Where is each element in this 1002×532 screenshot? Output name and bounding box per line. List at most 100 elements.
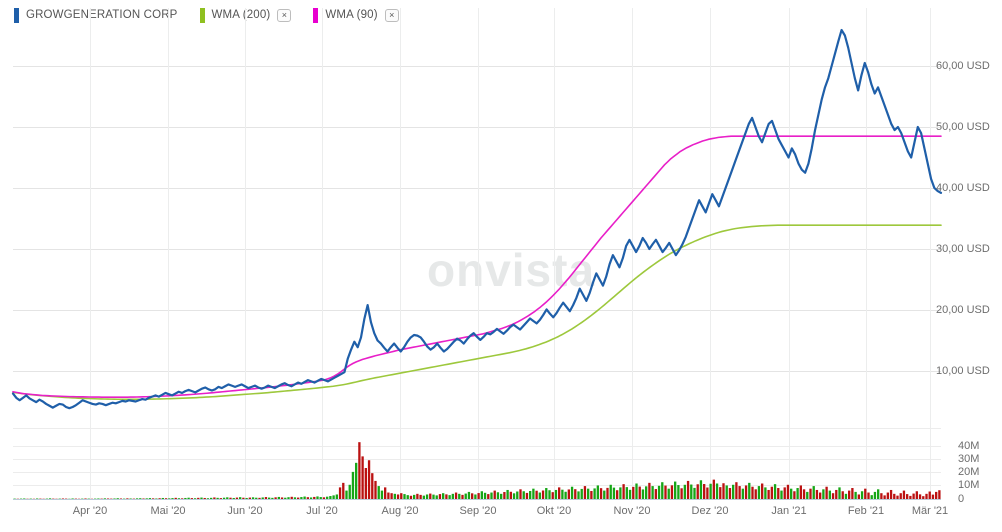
volume-bar [226,497,229,499]
volume-bar [596,485,599,499]
volume-bar [458,493,461,499]
volume-bar [232,497,235,499]
volume-bar [168,498,171,500]
volume-bar [735,482,738,499]
volume-bar [931,494,935,499]
volume-bar [790,488,793,499]
volume-bar [442,493,445,499]
volume-bar [709,483,712,499]
volume-bar [216,497,219,499]
volume-bar [822,489,825,499]
volume-bar [699,480,703,499]
volume-bar [516,491,519,499]
volume-bar [371,473,374,499]
volume-bar [358,442,361,499]
volume-bar [902,490,906,499]
volume-bar [219,498,222,500]
volume-bar [374,480,377,499]
volume-bar [580,488,583,499]
volume-bar [316,496,319,499]
legend-item-growgeneration[interactable]: GROWGENERATION CORP [14,7,178,23]
volume-bar [129,498,132,500]
x-axis-tick-label: Mär '21 [911,505,949,517]
volume-bar [400,493,403,499]
volume-bar [841,491,844,499]
volume-bar [558,487,561,500]
volume-bar [625,487,628,499]
volume-bar [193,498,197,500]
volume-bar [835,489,838,499]
volume-bar [670,485,674,499]
volume-bar [364,468,367,499]
volume-bar [806,491,809,499]
volume-bar [235,497,239,499]
volume-bar [248,497,251,499]
volume-bar [255,497,258,499]
volume-bar [297,497,300,499]
volume-bar [203,497,206,499]
volume-bar [551,492,554,499]
volume-bar [184,497,187,499]
volume-bar [148,498,152,500]
volume-bar [590,490,593,499]
volume-bar [725,485,728,499]
volume-bar [622,484,625,499]
legend-item-wma90[interactable]: WMA (90) × [313,7,399,23]
volume-bar [599,488,603,499]
x-axis-tick-label: Jul '20 [306,505,338,517]
volume-bar [532,488,535,499]
volume-bar [361,456,364,500]
legend-label-wma200: WMA (200) [211,9,271,21]
volume-bar [719,487,722,499]
volume-bar [483,492,487,499]
volume-bar [870,495,873,500]
volume-bar [503,492,506,499]
volume-bar [815,489,819,499]
volume-bar [23,498,26,500]
volume-bar [783,487,786,500]
volume-bar [445,494,448,499]
legend-item-wma200[interactable]: WMA (200) × [199,7,292,23]
volume-bar [496,492,500,499]
volume-bar [715,483,719,499]
volume-bar [403,494,406,499]
volume-bar [451,493,454,499]
volume-bar [71,498,74,500]
x-axis-tick-label: Mai '20 [150,505,186,517]
volume-bar [728,488,732,499]
volume-bar [387,492,390,499]
volume-bar [206,498,210,500]
volume-bar [229,497,232,499]
volume-bar [464,493,467,499]
volume-bar [284,497,287,499]
volume-bar [757,486,761,499]
volume-bar [748,482,751,499]
volume-axis-tick-label: 40M [958,440,980,452]
legend-close-wma200-icon[interactable]: × [277,8,292,22]
volume-bar [893,493,896,499]
volume-bar [535,490,538,499]
volume-bar [651,486,654,499]
volume-bar [380,490,384,499]
volume-bar [461,494,464,499]
volume-bar [690,484,693,499]
legend-close-wma90-icon[interactable]: × [384,8,399,22]
volume-bar [406,495,409,500]
volume-bar [438,494,442,499]
volume-bar [448,495,451,500]
y-axis-tick-label: 40,00 USD [936,182,990,194]
volume-bar [413,494,416,499]
volume-bar [548,490,551,499]
volume-bar [242,497,245,499]
volume-bar [329,496,332,499]
volume-bar [677,485,680,499]
volume-bar [287,497,290,499]
x-axis-tick-label: Feb '21 [847,505,885,517]
volume-bar [477,493,480,499]
volume-bar [425,494,429,499]
volume-bar [538,492,541,499]
volume-bar [664,485,667,499]
volume-bar [332,495,335,499]
volume-bar [113,498,116,500]
